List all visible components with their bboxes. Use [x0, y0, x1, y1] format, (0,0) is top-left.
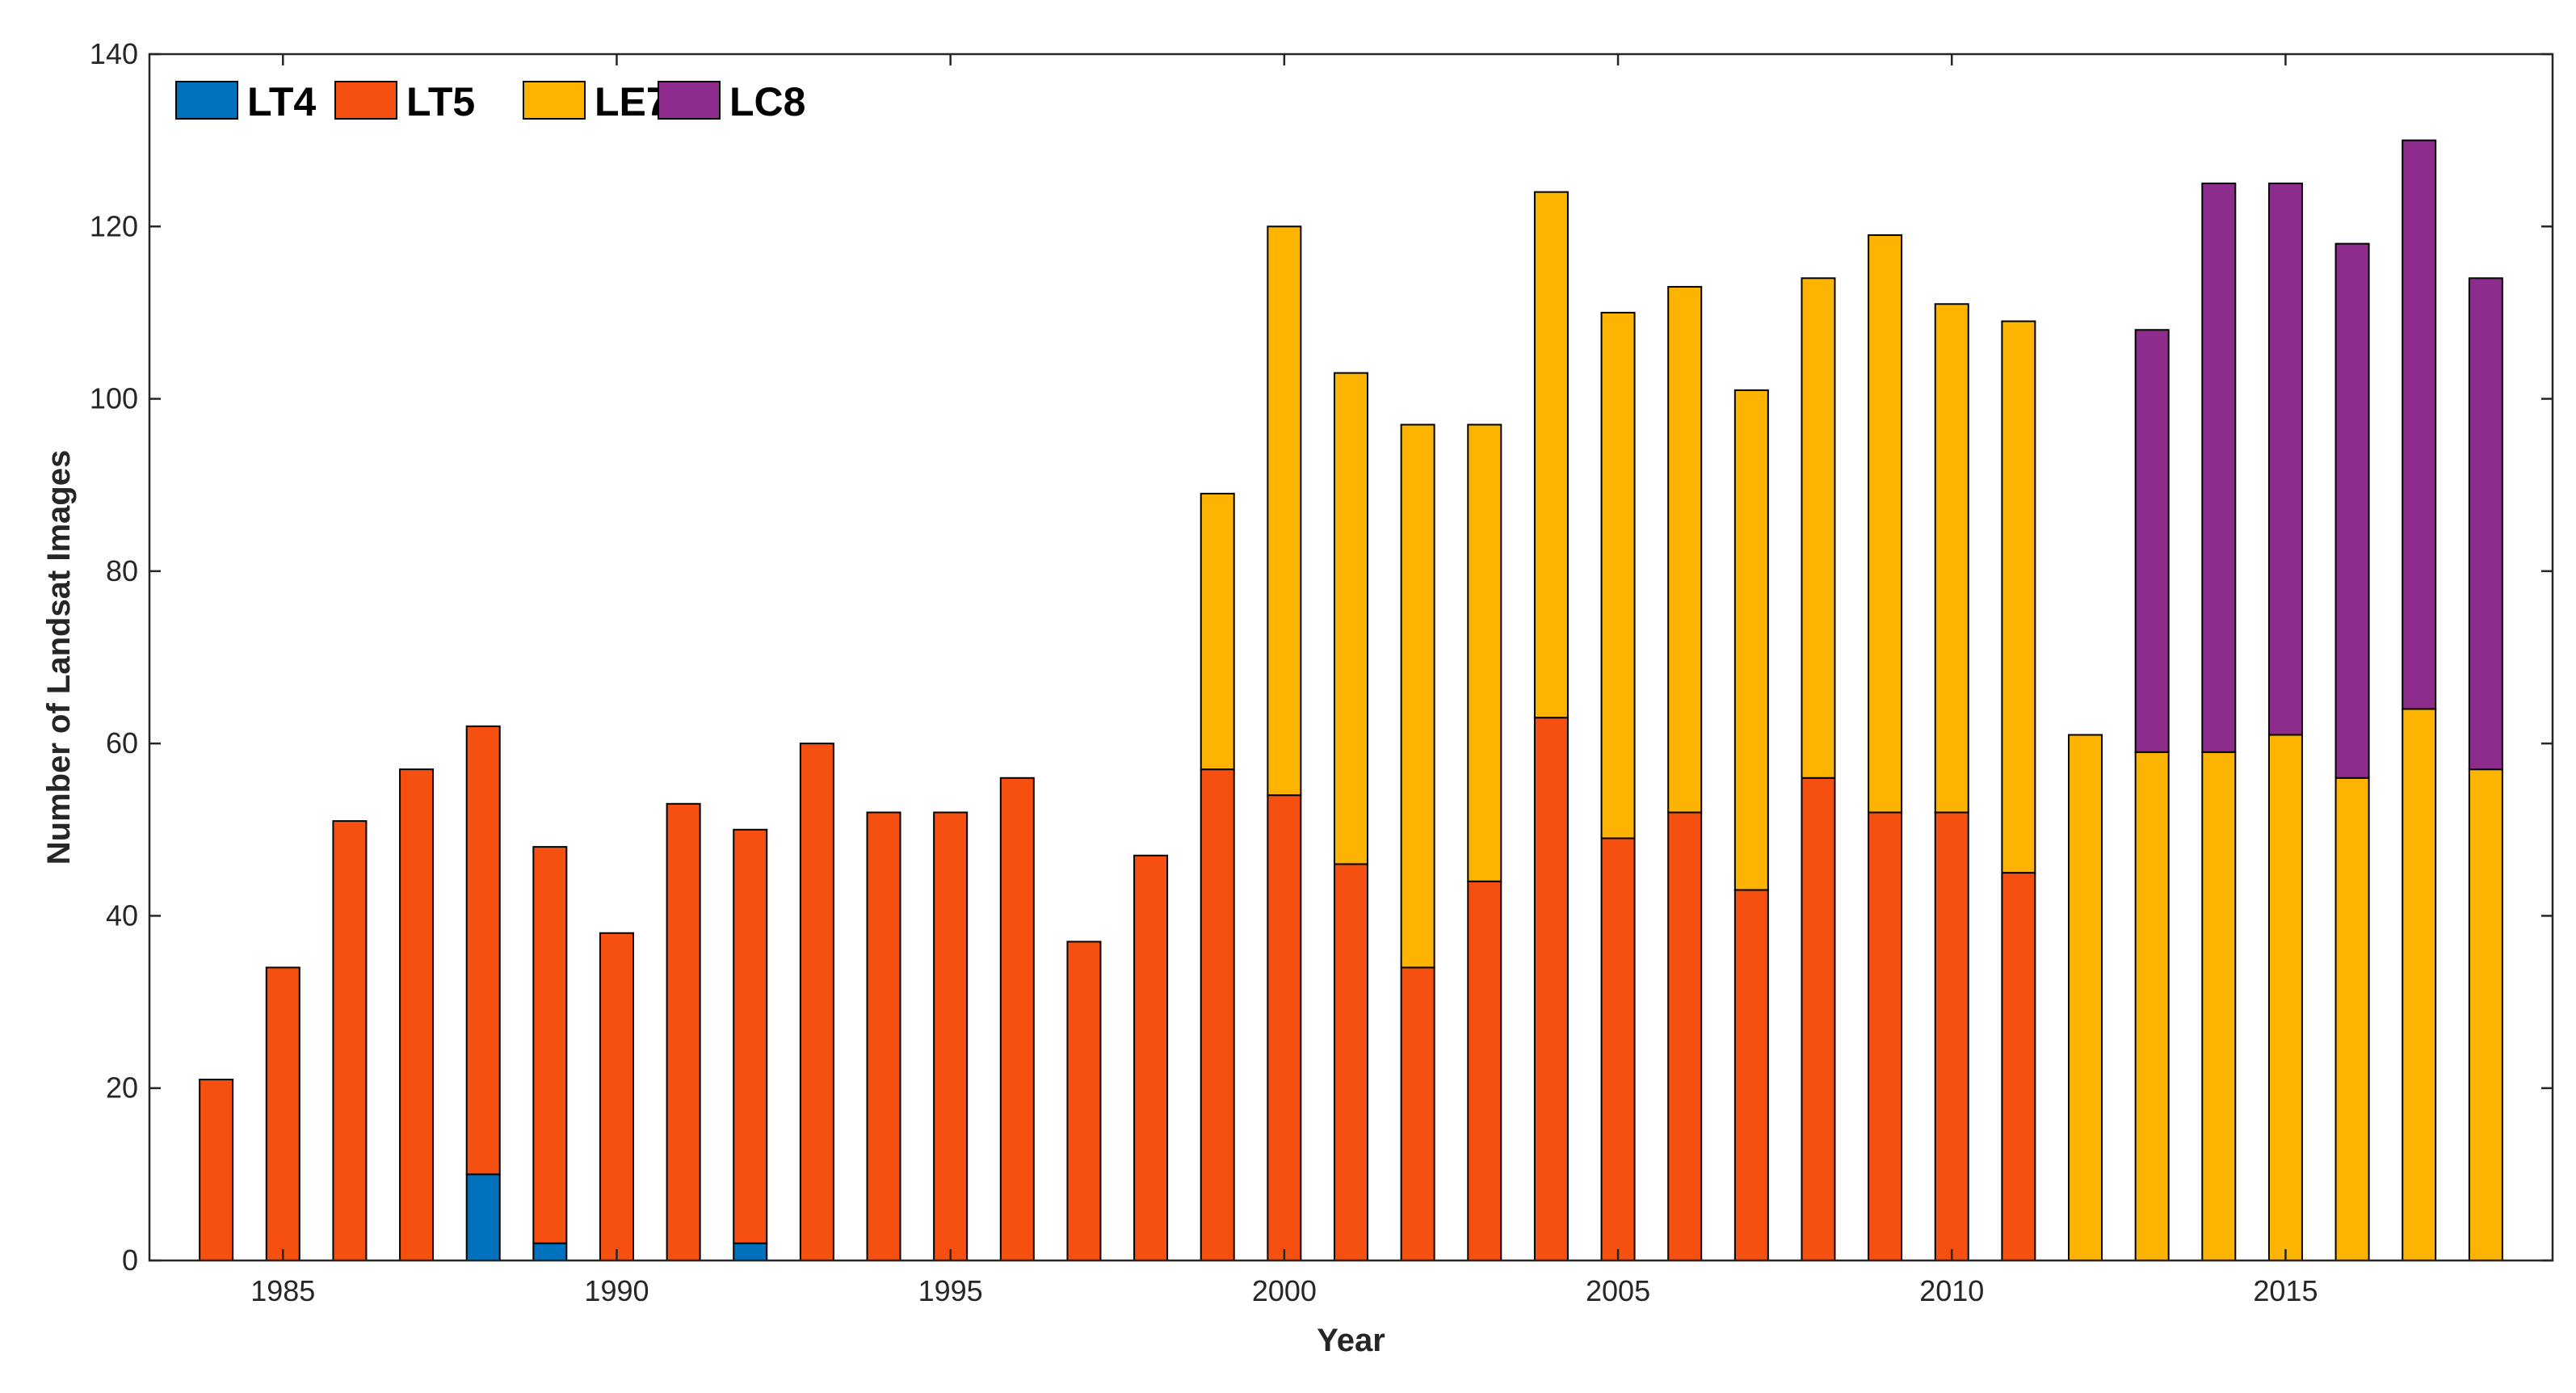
bar-le7-2006 — [1667, 285, 1703, 814]
bar-le7-2000 — [1267, 225, 1302, 797]
x-tick-label: 2005 — [1586, 1274, 1650, 1307]
bar-le7-2017 — [2402, 708, 2437, 1261]
bar-lt5-1994 — [866, 811, 901, 1261]
bar-lc8-2016 — [2334, 242, 2370, 779]
bar-lt4-1989 — [532, 1242, 568, 1261]
bar-le7-2015 — [2267, 734, 2303, 1261]
y-tick-label: 80 — [106, 554, 138, 587]
bar-lt5-1984 — [199, 1079, 234, 1262]
bar-lc8-2018 — [2468, 277, 2503, 771]
plot-area-frame — [148, 53, 2554, 1262]
legend-swatch-le7 — [523, 81, 586, 120]
bar-lc8-2015 — [2267, 182, 2303, 736]
legend-swatch-lc8 — [658, 81, 721, 120]
legend-label-lt5: LT5 — [406, 79, 475, 124]
bar-lt5-1993 — [799, 743, 834, 1261]
bar-le7-2016 — [2334, 776, 2370, 1261]
legend-label-lc8: LC8 — [729, 79, 805, 124]
bar-le7-2009 — [1868, 234, 1903, 814]
bars-layer — [199, 139, 2503, 1262]
x-tick-label: 1995 — [918, 1274, 983, 1307]
bar-lt5-1992 — [733, 828, 768, 1244]
x-tick-label: 1985 — [250, 1274, 315, 1307]
bar-lt5-1995 — [933, 811, 969, 1261]
bar-le7-2005 — [1600, 311, 1636, 840]
x-tick-label: 2000 — [1252, 1274, 1317, 1307]
bar-le7-2004 — [1533, 191, 1569, 719]
bar-lt5-1997 — [1066, 941, 1102, 1261]
bar-lt5-1986 — [332, 820, 368, 1261]
bar-le7-2002 — [1400, 423, 1435, 969]
bar-le7-2007 — [1733, 389, 1769, 891]
bar-lc8-2013 — [2134, 329, 2170, 753]
legend-swatch-lt4 — [175, 81, 238, 120]
x-axis-title: Year — [1317, 1323, 1385, 1358]
bar-le7-2008 — [1801, 277, 1836, 779]
bar-lt4-1988 — [465, 1173, 501, 1262]
axis-ticks: 1985 1990 1995 2000 2005 2010 2015 0 20 40 60 80 100… — [90, 37, 2553, 1307]
bar-le7-2011 — [2001, 320, 2036, 874]
bar-le7-2010 — [1934, 303, 1969, 814]
bar-lt5-2003 — [1467, 880, 1502, 1262]
legend-swatch-lt5 — [334, 81, 397, 120]
bar-lt5-1991 — [666, 802, 701, 1261]
y-tick-label: 20 — [106, 1071, 138, 1105]
bar-lt5-1987 — [399, 768, 435, 1261]
bar-lt5-2009 — [1868, 811, 1903, 1261]
bar-le7-2003 — [1467, 423, 1502, 882]
x-tick-label: 2010 — [1919, 1274, 1984, 1307]
legend-label-le7: LE7 — [595, 79, 669, 124]
bar-lt5-2007 — [1733, 889, 1769, 1261]
bar-lt5-1998 — [1133, 854, 1169, 1261]
legend: LT4 LT5 LE7 LC8 — [175, 79, 805, 124]
bar-lt5-1985 — [265, 966, 300, 1262]
bar-le7-1999 — [1200, 492, 1235, 771]
bar-lt5-2010 — [1934, 811, 1969, 1261]
bar-lc8-2017 — [2402, 139, 2437, 710]
bar-le7-2012 — [2068, 734, 2103, 1261]
bar-le7-2001 — [1334, 372, 1368, 865]
x-tick-label: 1990 — [584, 1274, 649, 1307]
bar-lt5-2011 — [2001, 872, 2036, 1262]
y-tick-label: 0 — [122, 1244, 138, 1277]
y-axis-title: Number of Landsat Images — [41, 450, 77, 865]
legend-label-lt4: LT4 — [247, 79, 316, 124]
y-tick-label: 140 — [90, 37, 138, 70]
bar-lt5-1999 — [1200, 768, 1235, 1261]
bar-lt5-2008 — [1801, 776, 1836, 1261]
bar-lt5-2005 — [1600, 837, 1636, 1261]
bar-lt5-2006 — [1667, 811, 1703, 1261]
y-tick-label: 120 — [90, 209, 138, 242]
bar-lt5-2000 — [1267, 794, 1302, 1261]
bar-le7-2018 — [2468, 768, 2503, 1261]
bar-lt5-2004 — [1533, 717, 1569, 1261]
y-tick-label: 100 — [90, 382, 138, 415]
x-tick-label: 2015 — [2253, 1274, 2318, 1307]
bar-le7-2013 — [2134, 751, 2170, 1261]
bar-lt5-1989 — [532, 846, 568, 1244]
bar-lt5-1988 — [465, 725, 501, 1176]
y-tick-label: 60 — [106, 726, 138, 760]
bar-lt5-2001 — [1334, 863, 1368, 1261]
y-tick-label: 40 — [106, 899, 138, 932]
bar-lt5-2002 — [1400, 966, 1435, 1262]
bar-lc8-2014 — [2201, 182, 2237, 753]
bar-le7-2014 — [2201, 751, 2237, 1261]
bar-lt5-1996 — [999, 776, 1035, 1261]
bar-lt5-1990 — [599, 932, 634, 1262]
bar-lt4-1992 — [733, 1242, 768, 1261]
